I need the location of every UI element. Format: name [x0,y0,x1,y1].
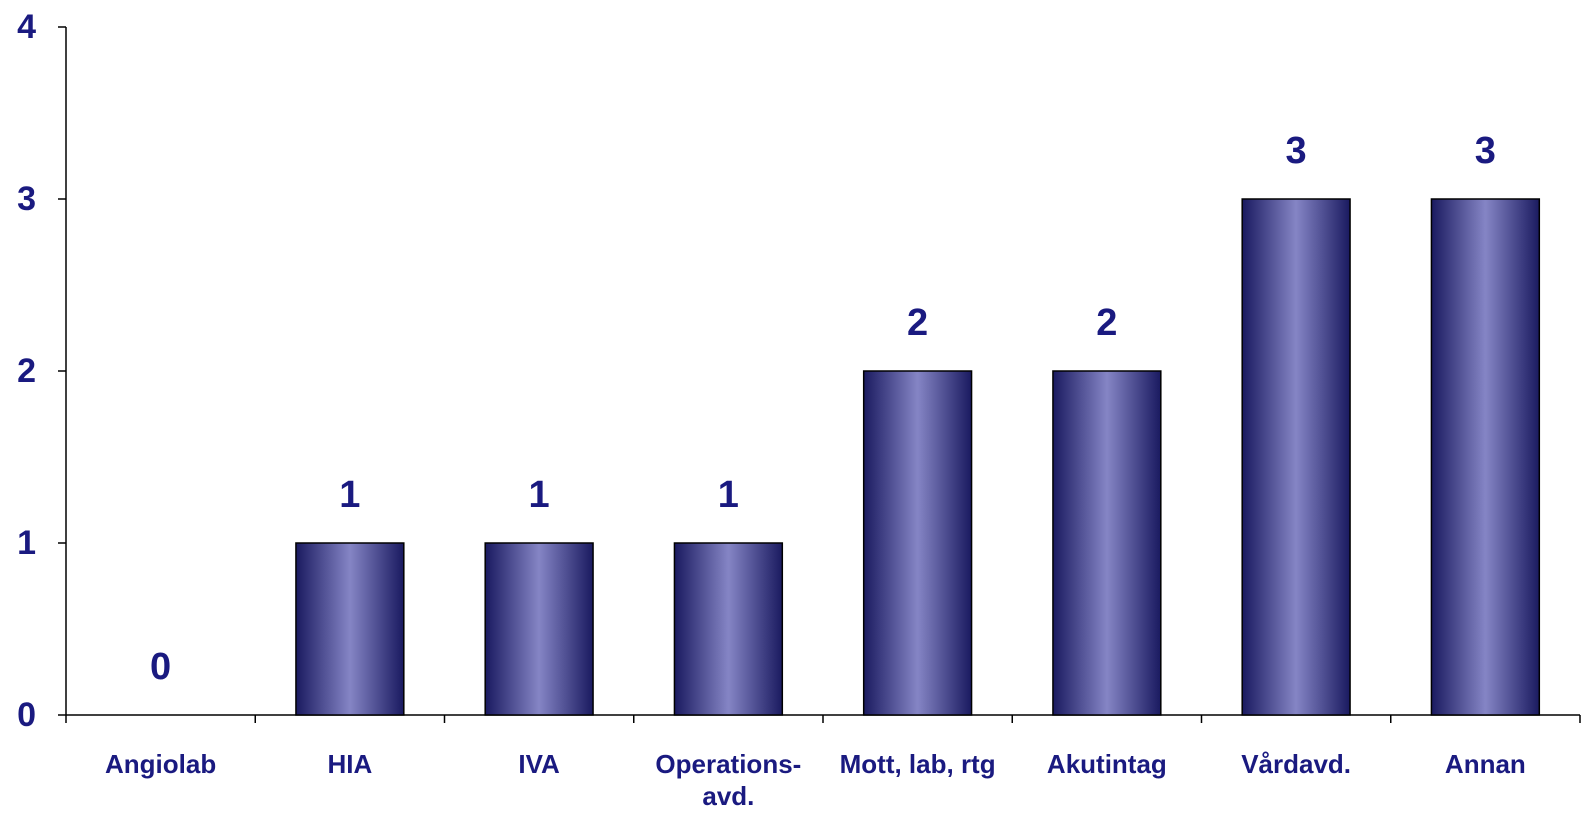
value-label: 1 [718,474,739,516]
value-label: 3 [1286,130,1307,172]
bar [484,542,594,716]
bar [1430,198,1541,716]
y-tick-label: 0 [17,696,36,734]
x-tick-label: HIA [327,749,373,779]
value-label: 1 [529,474,550,516]
bar [673,542,784,716]
x-tick-label: IVA [518,749,560,779]
y-tick-label: 2 [17,352,36,390]
x-tick-label: Akutintag [1046,749,1167,779]
y-tick-label: 1 [17,524,36,562]
y-tick-label: 3 [17,180,36,218]
bar [1241,198,1351,716]
x-tick-label: Operations-avd. [655,749,802,811]
value-label: 0 [150,646,171,688]
x-tick-label: Annan [1444,749,1526,779]
value-label: 1 [339,474,360,516]
x-tick-label: Mott, lab, rtg [839,749,996,779]
y-tick-label: 4 [17,8,36,46]
bar [295,542,405,716]
value-label: 3 [1475,130,1496,172]
x-tick-label: Angiolab [105,749,217,779]
x-tick-label: Vårdavd. [1241,749,1352,779]
bar [862,370,973,716]
value-label: 2 [1096,302,1117,344]
value-label: 2 [907,302,928,344]
bar [1052,370,1162,716]
